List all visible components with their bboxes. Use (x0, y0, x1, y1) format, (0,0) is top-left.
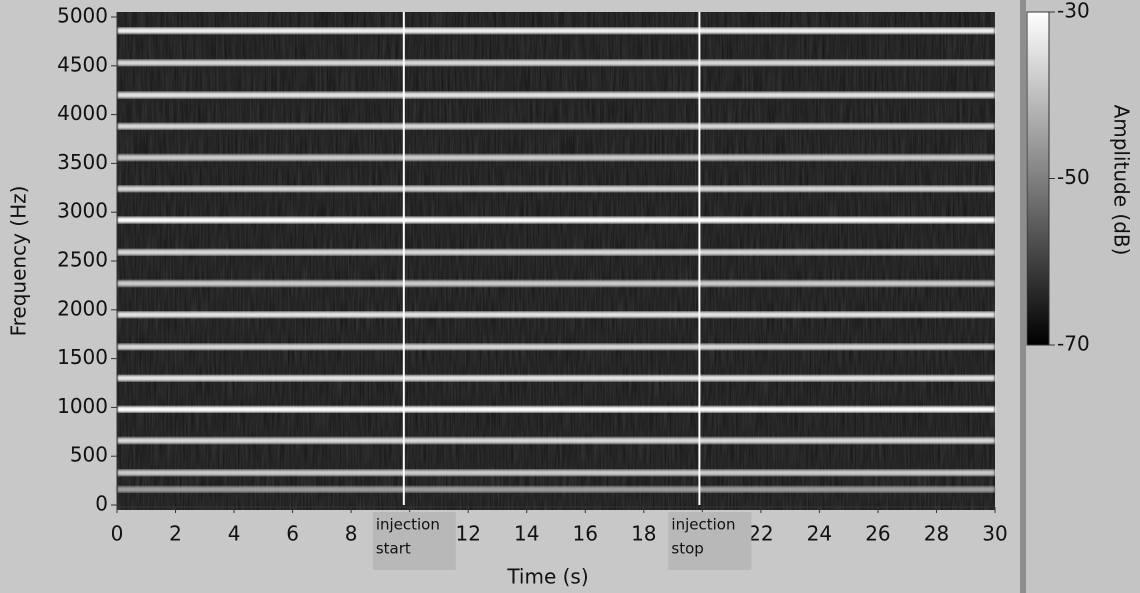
colorbar-tick-label: -70 (1057, 332, 1090, 356)
x-tick-label: 4 (228, 522, 241, 546)
y-tick-label: 4500 (57, 52, 108, 76)
spectrogram-texture (117, 12, 995, 510)
x-tick-label: 14 (514, 522, 539, 546)
y-tick-label: 1000 (57, 394, 108, 418)
y-tick-label: 0 (95, 492, 108, 516)
x-axis-label: Time (s) (506, 565, 588, 589)
x-tick-label: 22 (748, 522, 773, 546)
x-tick-label: 8 (345, 522, 358, 546)
x-tick-label: 30 (982, 522, 1007, 546)
y-axis-label: Frequency (Hz) (7, 186, 31, 337)
x-tick-label: 16 (573, 522, 598, 546)
y-tick-label: 4000 (57, 101, 108, 125)
x-tick-label: 28 (924, 522, 949, 546)
spectral-line (117, 155, 995, 161)
spectral-line (117, 186, 995, 192)
y-tick-label: 500 (70, 443, 108, 467)
x-tick-label: 26 (865, 522, 890, 546)
spectral-line (117, 249, 995, 255)
y-tick-label: 3500 (57, 150, 108, 174)
spectral-line (117, 486, 995, 492)
spectral-line (117, 438, 995, 444)
x-tick-label: 6 (286, 522, 299, 546)
spectral-line (117, 217, 995, 223)
x-tick-label: 18 (631, 522, 656, 546)
y-tick-label: 1500 (57, 345, 108, 369)
annotation-text: injection (376, 516, 440, 534)
y-tick-label: 3000 (57, 199, 108, 223)
x-tick-label: 12 (455, 522, 480, 546)
spectral-line (117, 280, 995, 286)
y-tick-label: 2500 (57, 248, 108, 272)
panel-divider (1020, 0, 1026, 593)
spectral-line (117, 344, 995, 350)
x-tick-label: 24 (807, 522, 832, 546)
spectral-line (117, 28, 995, 34)
spectral-line (117, 312, 995, 318)
spectral-line (117, 123, 995, 129)
spectral-line (117, 60, 995, 66)
annotation-text: start (376, 540, 411, 558)
spectral-line (117, 92, 995, 98)
colorbar-tick-label: -50 (1057, 165, 1090, 189)
spectral-line (117, 470, 995, 476)
colorbar-label: Amplitude (dB) (1110, 105, 1134, 256)
annotation-text: stop (671, 540, 703, 558)
x-tick-label: 0 (111, 522, 124, 546)
colorbar-tick-label: -30 (1057, 0, 1090, 23)
x-tick-label: 2 (169, 522, 182, 546)
y-tick-label: 2000 (57, 296, 108, 320)
spectral-line (117, 375, 995, 381)
chart: Time (s) Frequency (Hz) Amplitude (dB) 0… (0, 0, 1140, 593)
annotation-text: injection (671, 516, 735, 534)
y-tick-label: 5000 (57, 4, 108, 28)
spectral-line (117, 406, 995, 412)
colorbar (1027, 12, 1049, 345)
